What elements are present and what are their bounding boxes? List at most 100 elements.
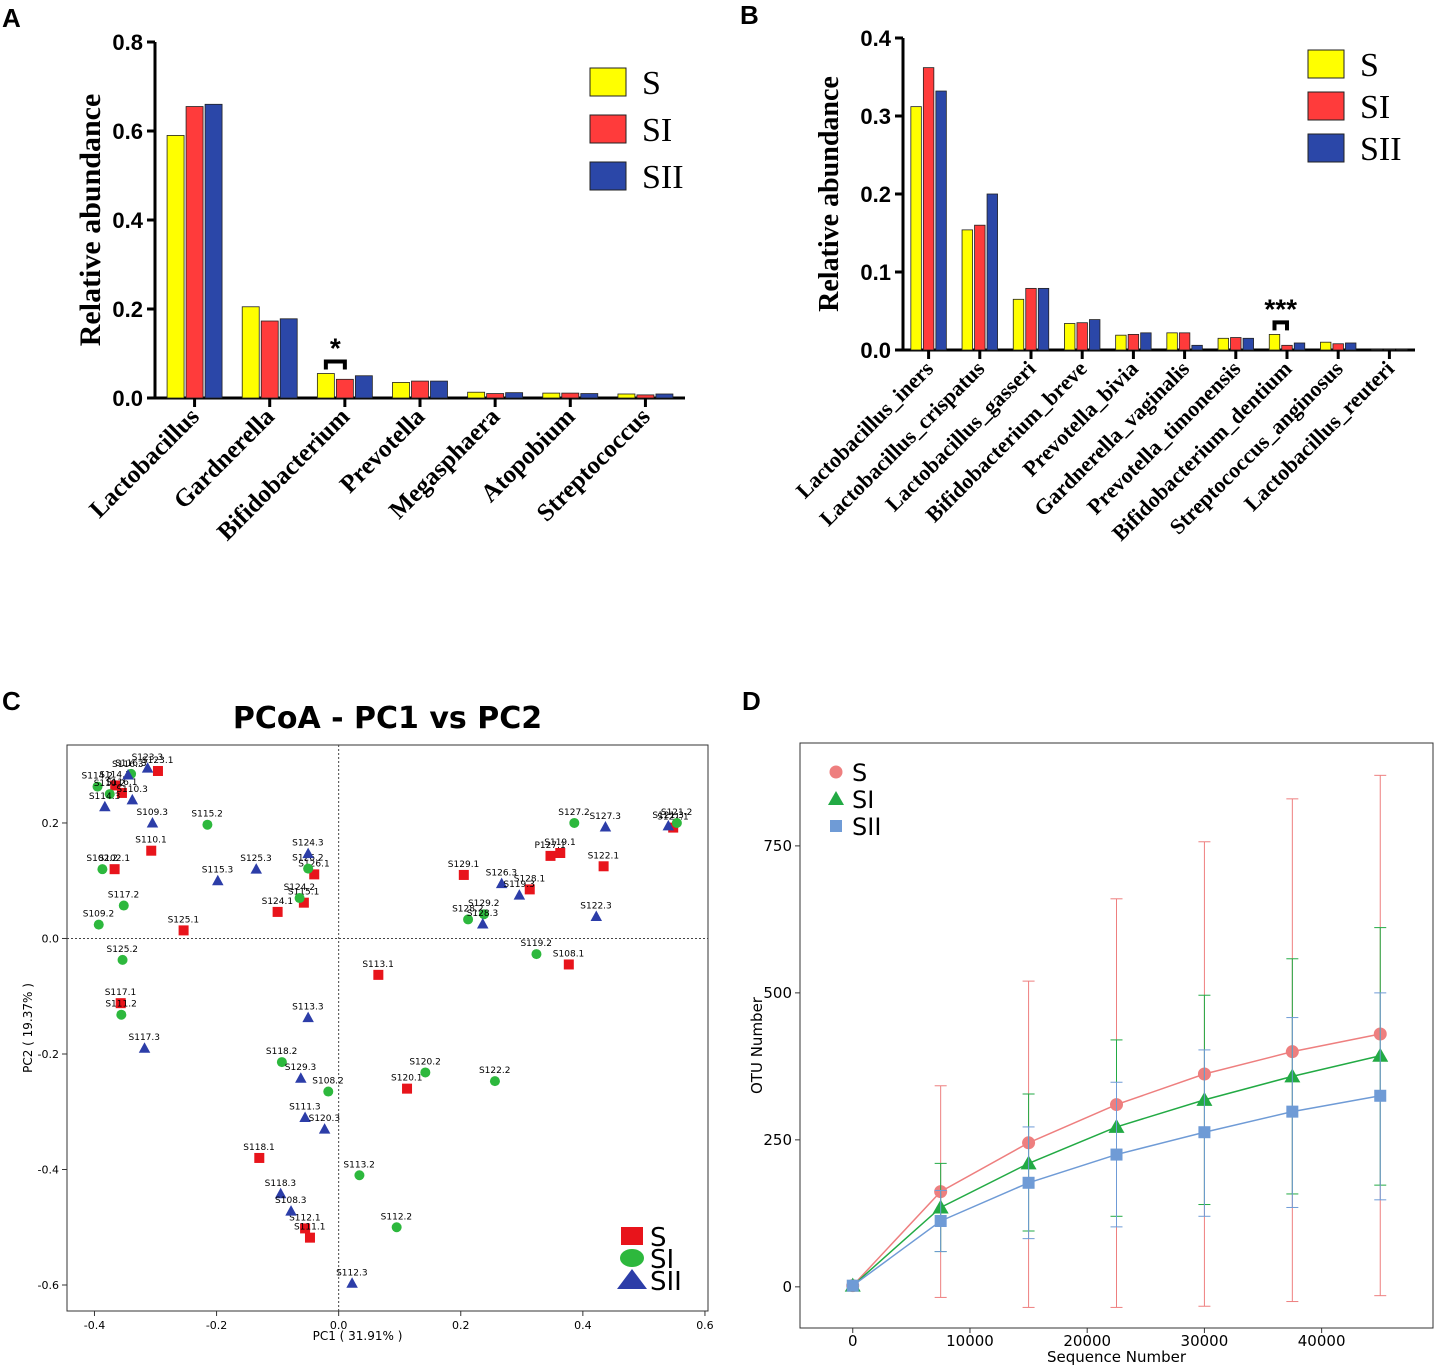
legend-label-si: SI — [642, 112, 672, 149]
point-label: S119.2 — [520, 939, 551, 949]
legend-label-sii: SII — [1360, 131, 1402, 168]
point-label: S113.3 — [292, 1003, 323, 1013]
bar-sii-bifidobacterium — [354, 375, 373, 399]
panel-label-c: C — [2, 686, 21, 716]
x-tick-label: 30000 — [1181, 1332, 1229, 1350]
bar-s-bifidobacterium-breve — [1064, 323, 1076, 351]
point-sii — [285, 1205, 297, 1216]
y-axis-label: Relative abundance — [814, 76, 845, 312]
chart-title: PCoA - PC1 vs PC2 — [233, 701, 542, 736]
bar-sii-prevotella-timonensis — [1242, 337, 1254, 351]
x-tick-label: 0 — [848, 1332, 858, 1350]
bar-sii-lactobacillus-reuteri — [1396, 348, 1408, 351]
point-sii — [299, 1111, 311, 1123]
y-tick-label: 0.2 — [42, 817, 60, 830]
point-label: S121.3 — [652, 811, 683, 821]
point-label: S109.3 — [136, 808, 167, 818]
point-s — [272, 906, 283, 917]
point-si — [420, 1067, 431, 1078]
bar-sii-streptococcus-anginosus — [1345, 342, 1357, 351]
point-label: S102.2 — [86, 854, 117, 864]
point-s — [298, 897, 309, 908]
point-label: S122.2 — [479, 1066, 510, 1076]
bar-s-lactobacillus-reuteri — [1371, 348, 1383, 351]
point-sii — [318, 1123, 331, 1134]
point-s — [152, 765, 163, 776]
point-s — [545, 850, 556, 861]
x-tick-label: 0.2 — [452, 1319, 470, 1332]
legend-label-s: S — [650, 1223, 667, 1253]
x-tick-label: Bifidobacterium — [212, 403, 355, 546]
point-label: S114.3 — [89, 792, 120, 802]
bar-sii-gardnerella — [279, 318, 298, 399]
bar-sii-bifidobacterium-dentium — [1293, 342, 1306, 351]
bar-sii-bifidobacterium-breve — [1089, 319, 1101, 351]
x-axis-label: Sequence Number — [1047, 1348, 1187, 1366]
bar-si-gardnerella-vaginalis — [1178, 332, 1191, 351]
legend-label-si: SI — [650, 1245, 674, 1275]
point-label: S117.3 — [129, 1033, 160, 1043]
point-label: S119.3 — [503, 880, 534, 890]
point-label: S113.1 — [362, 960, 393, 970]
point-s — [555, 848, 566, 859]
y-tick-label: 0.8 — [112, 30, 143, 55]
point-label: S111.2 — [105, 1000, 136, 1010]
legend-label-sii: SII — [642, 159, 684, 196]
bar-si-lactobacillus-reuteri — [1383, 348, 1396, 351]
point-s — [116, 787, 127, 798]
significance-bracket — [323, 359, 347, 370]
bar-sii-streptococcus — [655, 393, 674, 399]
y-tick-label: 500 — [763, 984, 792, 1002]
point-label: S109.2 — [83, 910, 114, 920]
bar-s-lactobacillus-iners — [910, 106, 922, 351]
x-tick-label: 10000 — [946, 1332, 994, 1350]
bar-sii-megasphaera — [505, 392, 524, 399]
point-label: S108.3 — [275, 1196, 306, 1206]
point-si — [92, 781, 103, 792]
point-s — [109, 864, 120, 875]
significance-bracket — [1272, 320, 1289, 331]
point-label: S115.2 — [191, 810, 222, 820]
bar-s-lactobacillus-gasseri — [1012, 298, 1025, 351]
point-label: S114.1 — [99, 770, 130, 780]
bar-s-atopobium — [542, 392, 561, 399]
point-label: S123.1 — [142, 756, 173, 766]
point-si — [354, 1170, 365, 1181]
point-label: S118.3 — [265, 1179, 296, 1189]
point-label: S118.2 — [266, 1047, 297, 1057]
point-label: S116.1 — [106, 778, 137, 788]
y-tick-label: 0.3 — [860, 104, 891, 129]
point-s — [598, 861, 609, 872]
plot-frame — [799, 742, 1434, 1329]
point-label: S122.1 — [588, 851, 619, 861]
bar-si-megasphaera — [486, 393, 505, 399]
legend-marker-si — [828, 791, 844, 805]
point-si — [323, 1086, 334, 1097]
legend-swatch-si — [589, 114, 627, 144]
bar-s-bifidobacterium-dentium — [1268, 333, 1281, 351]
point-sii — [599, 821, 612, 832]
point-si — [202, 819, 213, 830]
point-label: S128.1 — [514, 874, 545, 884]
point-label: S115.3 — [202, 866, 233, 876]
legend-label-si: SI — [852, 786, 874, 814]
legend-swatch-sii — [589, 161, 627, 191]
point-s — [458, 869, 469, 880]
significance-label: *** — [1264, 293, 1297, 324]
x-tick-label: -0.2 — [206, 1319, 227, 1332]
bar-s-gardnerella-vaginalis — [1166, 332, 1178, 351]
point-si — [117, 954, 128, 965]
point-s — [178, 925, 189, 936]
point-label: S124.3 — [292, 839, 323, 849]
point-label: S129.1 — [448, 860, 479, 870]
bar-sii-lactobacillus-crispatus — [986, 193, 998, 351]
point-label: S129.3 — [285, 1063, 316, 1073]
bar-s-megasphaera — [467, 391, 486, 399]
point-si — [118, 900, 129, 911]
point-sii — [141, 762, 154, 773]
y-axis-label: Relative abundance — [74, 94, 107, 347]
point-label: S110.3 — [116, 785, 147, 795]
bar-si-lactobacillus-gasseri — [1025, 287, 1037, 351]
